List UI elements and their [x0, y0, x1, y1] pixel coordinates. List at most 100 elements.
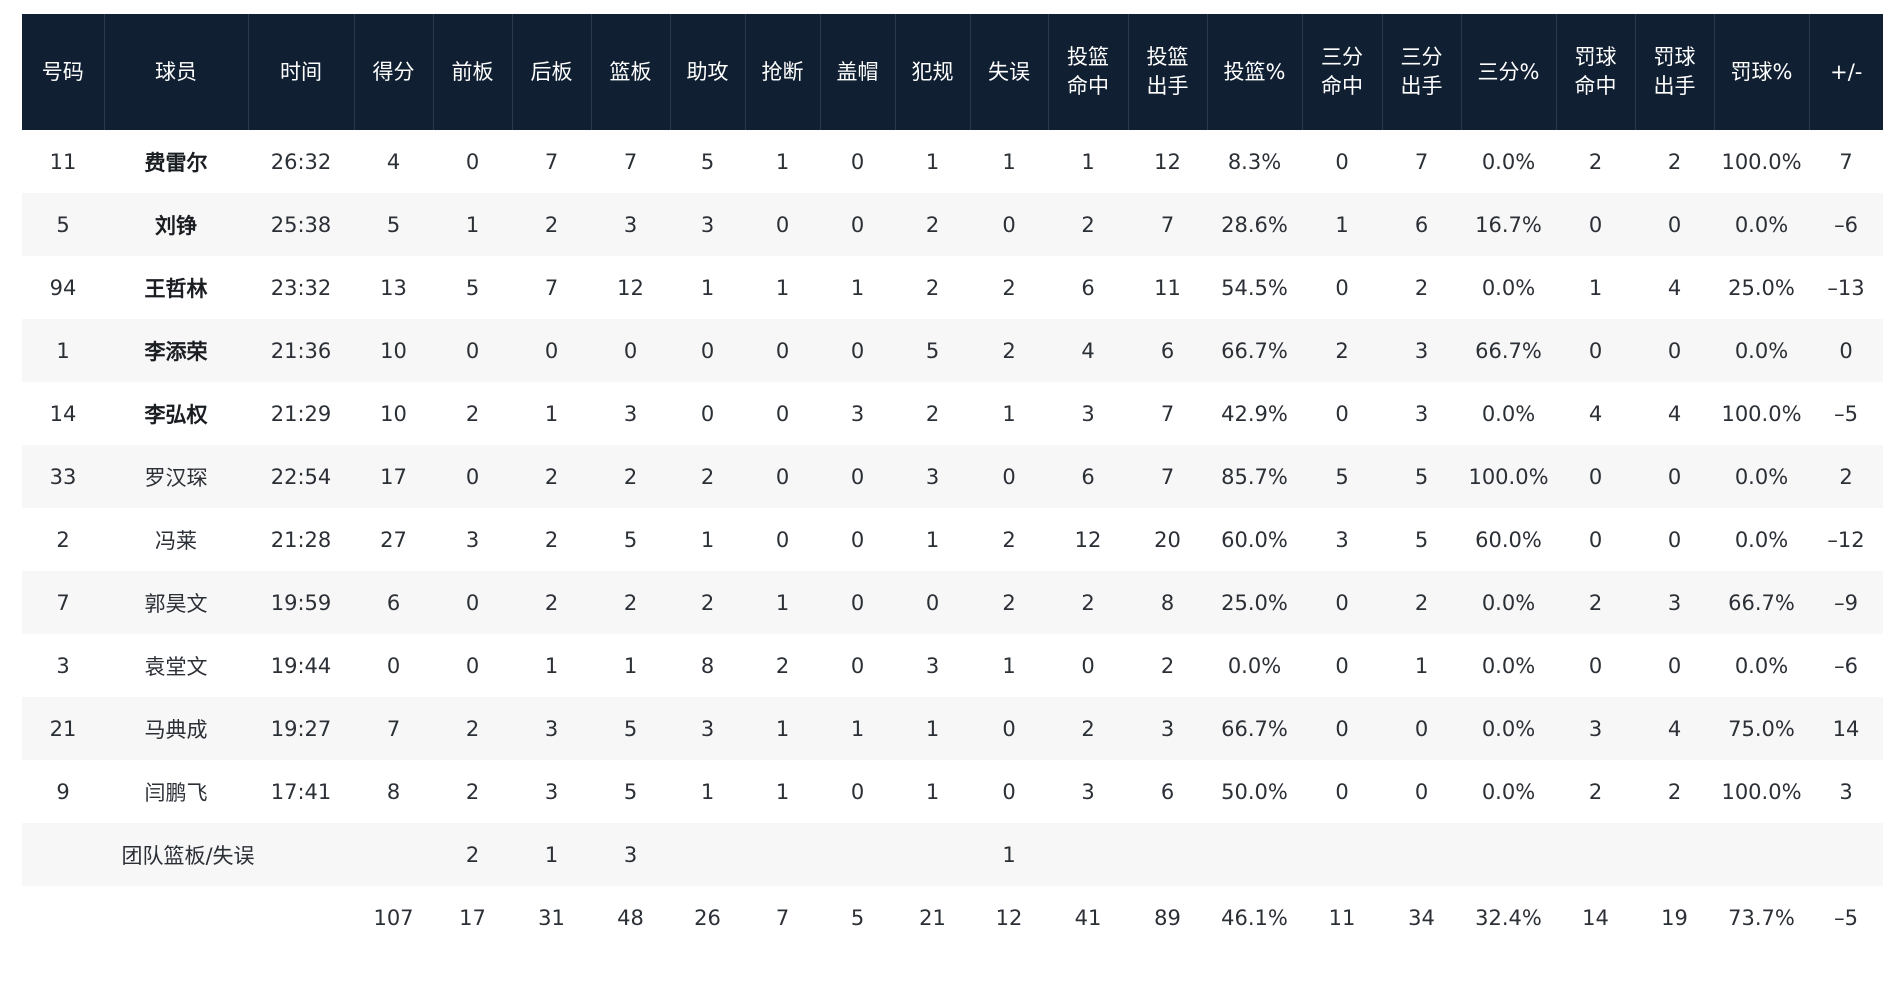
stat-cell-blk: [820, 823, 895, 886]
stat-cell-pts: 27: [354, 508, 433, 571]
stat-cell-ftm: 0: [1556, 193, 1635, 256]
stat-cell-oreb: 2: [433, 697, 512, 760]
column-header-text: +/-: [1830, 59, 1863, 84]
stat-cell-stl: 0: [745, 445, 820, 508]
stat-cell-fga: 8: [1128, 571, 1207, 634]
stat-cell-time: 19:59: [248, 571, 354, 634]
player-name: 李弘权: [104, 382, 248, 445]
column-header: 罚球%: [1713, 14, 1809, 130]
stat-cell-pf: 21: [895, 886, 970, 949]
stat-cell-tov: 1: [970, 130, 1048, 193]
stat-cell-fga: 7: [1128, 193, 1207, 256]
stat-cell-fga: 11: [1128, 256, 1207, 319]
stat-cell-oreb: 1: [433, 193, 512, 256]
column-header-text: 命中: [1067, 74, 1109, 98]
stat-cell-oreb: 2: [433, 823, 512, 886]
stat-cell-tpa: 2: [1382, 256, 1461, 319]
column-header-text: 三分%: [1477, 59, 1540, 84]
stat-cell-tov: 0: [970, 193, 1048, 256]
column-header: 后板: [511, 14, 591, 130]
stat-cell-reb: 5: [591, 508, 670, 571]
stat-cell-pm: –12: [1809, 508, 1883, 571]
stat-cell-reb: 5: [591, 760, 670, 823]
stat-cell-fta: 2: [1635, 130, 1714, 193]
table-header: 号码 球员 时间 得分 前板 后板 篮板 助攻 抢断 盖帽 犯规 失误 投篮 命中 投篮 出手 投篮% 三分 命中三…: [22, 14, 1883, 130]
stat-cell-fgp: 60.0%: [1207, 508, 1302, 571]
player-number: 33: [22, 445, 104, 508]
stat-cell-ast: 0: [670, 382, 745, 445]
stat-cell-ftm: 3: [1556, 697, 1635, 760]
player-name: 郭昊文: [104, 571, 248, 634]
stat-cell-pm: [1809, 823, 1883, 886]
stat-cell-reb: 7: [591, 130, 670, 193]
stat-cell-fgm: 6: [1048, 256, 1128, 319]
column-header: 投篮 出手: [1127, 14, 1207, 130]
stat-cell-fgp: 50.0%: [1207, 760, 1302, 823]
stat-cell-fga: 7: [1128, 445, 1207, 508]
player-number: 94: [22, 256, 104, 319]
stat-cell-tpa: [1382, 823, 1461, 886]
stat-cell-stl: 1: [745, 571, 820, 634]
column-header-text: 命中: [1574, 74, 1617, 98]
stat-cell-pf: 1: [895, 760, 970, 823]
column-header: 得分: [353, 14, 433, 130]
stat-cell-fgp: 0.0%: [1207, 634, 1302, 697]
stat-cell-ast: 0: [670, 319, 745, 382]
stat-cell-time: [248, 886, 354, 949]
stat-cell-fga: 20: [1128, 508, 1207, 571]
stat-cell-fgm: 1: [1048, 130, 1128, 193]
stat-cell-oreb: 5: [433, 256, 512, 319]
column-header: 三分 出手: [1381, 14, 1461, 130]
stat-cell-tpa: 6: [1382, 193, 1461, 256]
player-number: 5: [22, 193, 104, 256]
stat-cell-stl: 1: [745, 130, 820, 193]
stat-cell-tov: 1: [970, 382, 1048, 445]
stat-cell-fgm: 0: [1048, 634, 1128, 697]
player-name: 袁堂文: [104, 634, 248, 697]
column-header: 号码: [22, 14, 104, 130]
stat-cell-tov: 1: [970, 823, 1048, 886]
stat-cell-fgm: 3: [1048, 382, 1128, 445]
stat-cell-fta: 0: [1635, 634, 1714, 697]
column-header-text: 出手: [1653, 74, 1696, 98]
stat-cell-tpp: 0.0%: [1461, 571, 1556, 634]
stat-cell-pm: 0: [1809, 319, 1883, 382]
stat-cell-stl: 0: [745, 508, 820, 571]
stat-cell-tpp: 66.7%: [1461, 319, 1556, 382]
column-header-text: 盖帽: [836, 59, 879, 84]
player-name: 冯莱: [104, 508, 248, 571]
stat-cell-fgp: 46.1%: [1207, 886, 1302, 949]
stat-cell-ftp: 66.7%: [1714, 571, 1809, 634]
stat-cell-pm: –6: [1809, 634, 1883, 697]
player-row: 94 王哲林 23:32 13 5 7 12 1 1 1 2 2 6 11 54.5% 0 2 0.0% 1 4 25.…: [22, 256, 1883, 319]
stat-cell-oreb: 17: [433, 886, 512, 949]
stat-cell-stl: [745, 823, 820, 886]
player-number: 9: [22, 760, 104, 823]
stat-cell-blk: 0: [820, 760, 895, 823]
stat-cell-ftp: 100.0%: [1714, 130, 1809, 193]
stat-cell-ast: 1: [670, 256, 745, 319]
stat-cell-tpp: 0.0%: [1461, 256, 1556, 319]
player-row: 21 马典成 19:27 7 2 3 5 3 1 1 1 0 2 3 66.7% 0 0 0.0% 3 4 75.0% 1…: [22, 697, 1883, 760]
stat-cell-pf: 2: [895, 256, 970, 319]
stat-cell-tov: 0: [970, 697, 1048, 760]
column-header-text: 篮板: [609, 59, 652, 84]
player-number: 7: [22, 571, 104, 634]
stat-cell-ftm: 14: [1556, 886, 1635, 949]
stat-cell-pm: 7: [1809, 130, 1883, 193]
column-header-text: 罚球%: [1730, 59, 1793, 84]
stat-cell-ftm: 4: [1556, 382, 1635, 445]
stat-cell-blk: 0: [820, 508, 895, 571]
player-row: 5 刘铮 25:38 5 1 2 3 3 0 0 2 0 2 7 28.6% 1 6 16.7% 0 0 0.0% –6: [22, 193, 1883, 256]
column-header: 三分%: [1460, 14, 1556, 130]
stat-cell-stl: 0: [745, 382, 820, 445]
stat-cell-fta: 0: [1635, 319, 1714, 382]
stat-cell-fga: 7: [1128, 382, 1207, 445]
stat-cell-pf: 1: [895, 130, 970, 193]
stat-cell-ast: 2: [670, 571, 745, 634]
column-header: 篮板: [590, 14, 670, 130]
player-name: 李添荣: [104, 319, 248, 382]
stat-cell-dreb: 0: [512, 319, 591, 382]
column-header-text: 出手: [1400, 74, 1443, 98]
stat-cell-tov: 0: [970, 760, 1048, 823]
